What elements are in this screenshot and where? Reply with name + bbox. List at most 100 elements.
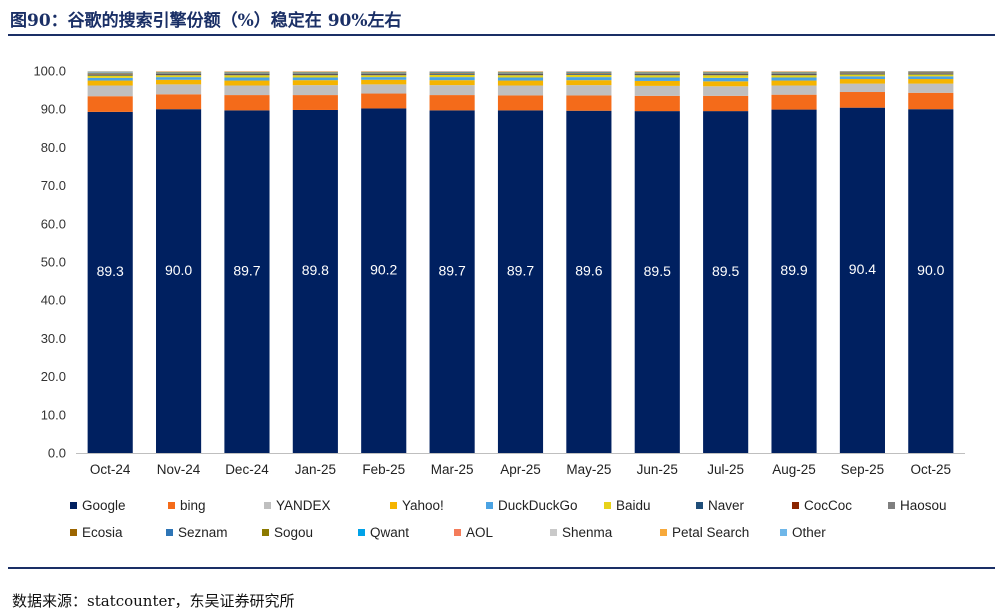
bar-segment-google [703, 111, 749, 454]
bar-segment-bing [839, 92, 885, 108]
legend-item: Other [780, 525, 860, 540]
bar-segment-baidu [908, 74, 954, 77]
legend-label: Petal Search [672, 525, 750, 540]
bar-segment-yahoo- [566, 80, 612, 86]
bar-segment-baidu [87, 75, 133, 78]
bar-segment-bing [908, 92, 954, 110]
bar-segment-duckduckgo [429, 77, 475, 81]
bar-segment-bing [566, 95, 612, 111]
bar-segment-yahoo- [703, 81, 749, 87]
bar-segment-google [429, 110, 475, 453]
bar-segment-yahoo- [634, 80, 680, 86]
data-label: 89.3 [97, 263, 124, 279]
bar-segment-yahoo- [839, 79, 885, 84]
legend-swatch [792, 502, 799, 509]
bar-segment-bing [361, 93, 407, 109]
legend-row: Ecosia Seznam Sogou Qwant AOL Shenma Petal Sea… [70, 519, 990, 546]
y-tick-label: 70.0 [41, 178, 66, 193]
bar-segment-baidu [429, 74, 475, 78]
bar-segment-yahoo- [156, 79, 202, 85]
legend-item: Haosou [888, 498, 984, 513]
legend-label: Sogou [274, 525, 314, 540]
bar-segment-google [839, 107, 885, 453]
bar-segment-yandex [224, 85, 270, 96]
bar-segment-yahoo- [429, 80, 475, 86]
legend-label: Haosou [900, 498, 947, 513]
data-label: 89.7 [507, 262, 534, 278]
legend-swatch [262, 529, 269, 536]
data-label: 89.5 [712, 263, 739, 279]
bar-segment-naver [87, 74, 133, 76]
bar-segment-yandex [156, 84, 202, 95]
x-tick-label: Dec-24 [225, 462, 269, 477]
data-label: 90.4 [849, 261, 876, 277]
bar-segment-duckduckgo [497, 77, 544, 81]
legend-label: Google [82, 498, 126, 513]
legend-swatch [888, 502, 895, 509]
bar-segment-baidu [224, 75, 270, 78]
bar-segment-baidu [497, 75, 544, 78]
legend-label: AOL [466, 525, 494, 540]
bar-segment-yandex [87, 85, 133, 97]
data-label: 89.9 [780, 262, 807, 278]
y-tick-label: 50.0 [41, 255, 66, 270]
bar-segment-google [292, 109, 338, 454]
bar-segment-baidu [703, 75, 749, 78]
bar-segment-naver [497, 74, 544, 76]
bar-segment-google [224, 110, 270, 453]
stacked-bar-chart: 0.0 10.0 20.0 30.0 40.0 50.0 60.0 70.0 80.0 90.0 1… [33, 64, 965, 477]
bar-segment-google [361, 108, 407, 453]
bar-segment-duckduckgo [292, 77, 338, 81]
legend-item: YANDEX [264, 498, 390, 513]
y-tick-label: 30.0 [41, 331, 66, 346]
legend-label: Other [792, 525, 826, 540]
x-tick-label: Feb-25 [362, 462, 405, 477]
bar-segment-yahoo- [224, 80, 270, 86]
bar-segment-yandex [634, 85, 680, 96]
legend-label: Baidu [616, 498, 651, 513]
x-tick-label: Jul-25 [707, 462, 744, 477]
legend-swatch [660, 529, 667, 536]
legend-swatch [70, 529, 77, 536]
legend-label: YANDEX [276, 498, 331, 513]
legend-item: CocCoc [792, 498, 888, 513]
legend-swatch [454, 529, 461, 536]
legend-swatch [70, 502, 77, 509]
bar-segment-yandex [497, 85, 544, 96]
bar-segment-yahoo- [87, 80, 133, 86]
bar-segment-yahoo- [908, 79, 954, 84]
bar-segment-naver [839, 73, 885, 75]
bar-segment-bing [224, 95, 270, 111]
bar-segment-duckduckgo [839, 76, 885, 80]
x-tick-label: Mar-25 [431, 462, 474, 477]
bar-segment-naver [908, 73, 954, 75]
data-label: 89.6 [575, 263, 602, 279]
bar-segment-google [497, 110, 544, 453]
bar-segment-yandex [361, 84, 407, 94]
bar-segment-google [87, 111, 133, 454]
legend-item: Seznam [166, 525, 262, 540]
bar-segment-bing [703, 95, 749, 112]
legend-swatch [780, 529, 787, 536]
bar-segment-bing [156, 94, 202, 110]
figure-title: 图90：谷歌的搜索引擎份额（%）稳定在 90%左右 [10, 11, 402, 31]
legend-label: Seznam [178, 525, 228, 540]
source-rule [8, 567, 995, 569]
legend-swatch [550, 529, 557, 536]
legend-swatch [358, 529, 365, 536]
x-tick-label: May-25 [566, 462, 611, 477]
source-note: 数据来源：statcounter，东吴证券研究所 [12, 592, 295, 610]
bar-segment-yahoo- [771, 80, 817, 86]
data-label: 89.8 [302, 262, 329, 278]
legend-item: Shenma [550, 525, 660, 540]
legend-row: Google bing YANDEX Yahoo! DuckDuckGo Baidu Nav… [70, 492, 990, 519]
legend-item: Google [70, 498, 168, 513]
y-tick-label: 0.0 [48, 446, 66, 461]
bar-segment-yahoo- [497, 80, 544, 86]
bar-segment-google [156, 109, 202, 453]
y-tick-label: 60.0 [41, 216, 66, 231]
bar-segment-google [908, 109, 954, 453]
bar-segment-naver [566, 74, 612, 75]
legend-item: bing [168, 498, 264, 513]
legend-label: CocCoc [804, 498, 853, 513]
